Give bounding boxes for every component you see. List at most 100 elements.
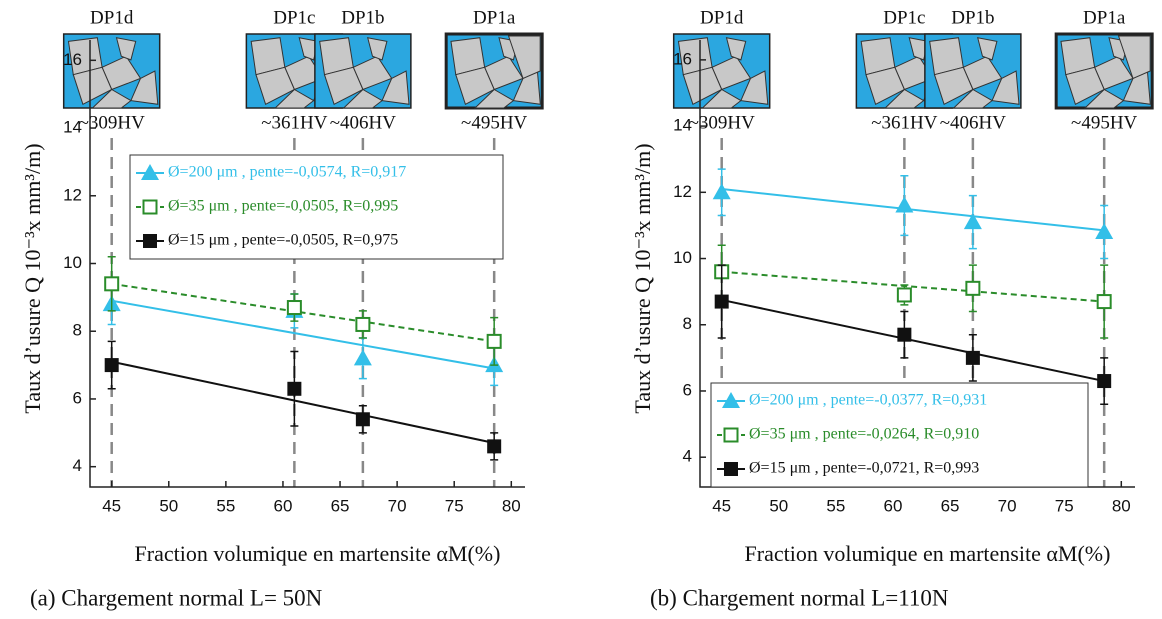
marker [963,213,982,230]
grain [507,35,541,80]
grain [367,37,388,61]
grain [298,37,320,61]
marker [722,392,740,408]
marker [142,199,158,215]
y-tick-label: 4 [683,447,692,466]
grain [1117,35,1151,80]
x-tick-label: 60 [273,496,292,515]
legend-box [129,154,504,260]
hardness-label: ~309HV [689,112,756,133]
y-tick-label: 4 [73,456,82,475]
x-tick-label: 55 [216,496,235,515]
y-tick-label: 8 [73,321,82,340]
series [104,255,502,366]
marker [104,276,120,292]
x-tick-label: 70 [998,496,1017,515]
structure-label: DP1c [273,7,315,28]
micrograph [314,33,412,109]
micrograph [444,32,544,110]
legend-label: Ø=15 μm , pente=-0,0505, R=0,975 [168,232,398,249]
marker [355,316,371,332]
marker [712,183,731,200]
trend-line [721,298,1105,383]
series [712,168,1114,260]
marker [355,412,370,427]
marker [141,164,159,180]
marker [895,196,914,213]
series [714,264,1112,405]
x-tick-label: 45 [712,496,731,515]
marker [287,381,302,396]
structure-label: DP1a [473,7,516,28]
grain [91,88,132,109]
legend-label: Ø=35 μm , pente=-0,0505, R=0,995 [168,198,398,215]
hardness-label: ~495HV [461,112,528,133]
x-axis-label: Fraction volumique en martensite αM(%) [135,541,501,566]
structure-label: DP1d [700,7,744,28]
grain [1083,88,1125,109]
marker [486,333,502,349]
legend-box [710,382,1089,488]
y-tick-label: 10 [673,248,692,267]
grain [381,70,410,105]
grain [725,37,747,61]
micrograph [924,33,1022,109]
structure-label: DP1b [951,7,994,28]
marker [965,350,980,365]
micrograph [62,33,161,109]
marker [965,280,981,296]
grain [701,88,742,109]
y-axis-label: Taux d’usure Q 10⁻³x mm³/m) [630,143,655,413]
marker [897,327,912,342]
x-axis-label: Fraction volumique en martensite αM(%) [745,541,1111,566]
x-tick-label: 50 [769,496,788,515]
marker [353,349,372,366]
micrograph [1054,32,1154,110]
y-tick-label: 12 [673,182,692,201]
structure-label: DP1d [90,7,134,28]
x-tick-label: 70 [388,496,407,515]
grain [130,70,159,105]
marker [1095,223,1114,240]
x-tick-label: 80 [1112,496,1131,515]
marker [1096,294,1112,310]
marker [1097,374,1112,389]
hardness-label: ~309HV [79,112,146,133]
x-tick-label: 50 [159,496,178,515]
y-tick-label: 6 [73,388,82,407]
x-tick-label: 80 [502,496,521,515]
x-tick-label: 60 [883,496,902,515]
legend-label: Ø=200 μm , pente=-0,0377, R=0,931 [749,392,987,409]
trend-line [111,360,495,444]
x-tick-label: 65 [331,496,350,515]
series [714,244,1112,339]
grain [115,37,137,61]
grain [883,88,925,109]
hardness-label: ~406HV [330,112,397,133]
marker [724,462,738,476]
legend-label: Ø=35 μm , pente=-0,0264, R=0,910 [749,426,979,443]
hardness-label: ~495HV [1071,112,1138,133]
y-axis-label: Taux d’usure Q 10⁻³x mm³/m) [20,143,45,413]
grain [740,70,769,105]
y-tick-label: 6 [683,380,692,399]
x-tick-label: 65 [941,496,960,515]
legend-label: Ø=15 μm , pente=-0,0721, R=0,993 [749,460,979,477]
micrograph [672,33,771,109]
legend-label: Ø=200 μm , pente=-0,0574, R=0,917 [168,164,406,181]
trend-line [721,188,1105,232]
caption: (a) Chargement normal L= 50N [30,585,323,610]
marker [104,358,119,373]
marker [286,300,302,316]
grain [342,88,383,109]
trend-line [721,270,1105,303]
grain [991,70,1020,105]
series [104,340,502,461]
y-tick-label: 14 [63,118,82,137]
structure-label: DP1b [341,7,384,28]
x-tick-label: 75 [445,496,464,515]
grain [977,37,998,61]
marker [896,287,912,303]
grain [908,37,930,61]
